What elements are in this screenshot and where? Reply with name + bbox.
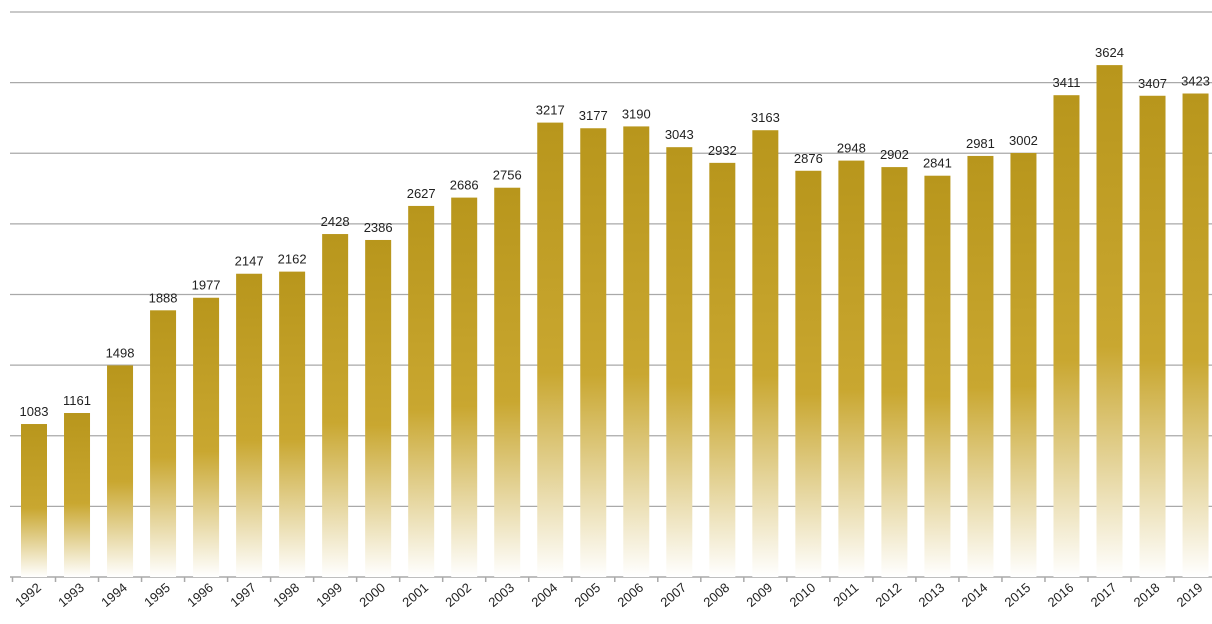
data-label-2002: 2686	[450, 178, 479, 193]
x-tick-label-2007: 2007	[657, 580, 689, 610]
x-tick-label-2009: 2009	[743, 580, 775, 610]
bar-2011	[838, 160, 865, 577]
x-tick-label-2019: 2019	[1174, 580, 1206, 610]
data-label-2018: 3407	[1138, 76, 1167, 91]
bar-2008	[709, 162, 736, 578]
x-tick-label-1993: 1993	[55, 580, 87, 610]
bar-2019	[1182, 93, 1209, 577]
data-label-2014: 2981	[966, 136, 995, 151]
data-label-1998: 2162	[278, 252, 307, 267]
data-label-1997: 2147	[235, 254, 264, 269]
bar-1994	[107, 365, 134, 577]
data-label-1993: 1161	[63, 393, 91, 408]
data-label-2012: 2902	[880, 147, 909, 162]
bar-2002	[451, 197, 478, 578]
data-label-2007: 3043	[665, 127, 694, 142]
x-tick-label-2018: 2018	[1131, 580, 1163, 610]
x-tick-label-1999: 1999	[313, 580, 345, 610]
x-tick-label-2006: 2006	[614, 580, 646, 610]
x-tick-label-1992: 1992	[12, 580, 44, 610]
bar-2013	[924, 175, 951, 578]
data-label-2016: 3411	[1052, 75, 1080, 90]
x-tick-label-2014: 2014	[959, 580, 991, 610]
bar-2000	[365, 239, 392, 578]
data-label-2000: 2386	[364, 220, 393, 235]
data-label-2009: 3163	[751, 110, 780, 125]
bar-2017	[1096, 65, 1123, 578]
bar-1992	[21, 424, 47, 577]
data-label-2019: 3423	[1181, 74, 1210, 89]
data-label-1996: 1977	[192, 278, 221, 293]
bar-1998	[279, 271, 306, 577]
bar-2009	[752, 130, 779, 577]
x-tick-label-2005: 2005	[571, 580, 603, 610]
bar-2007	[666, 147, 693, 577]
data-label-2017: 3624	[1095, 45, 1124, 60]
data-label-2013: 2841	[923, 156, 952, 171]
x-tick-label-2011: 2011	[830, 580, 861, 609]
bar-2004	[537, 122, 564, 577]
data-label-2003: 2756	[493, 168, 522, 183]
bar-2014	[967, 155, 994, 577]
data-label-2005: 3177	[579, 108, 608, 123]
bar-2006	[623, 126, 650, 577]
x-tick-label-2013: 2013	[916, 580, 948, 610]
bar-2016	[1053, 95, 1080, 577]
bar-1995	[150, 310, 177, 577]
x-axis-ticks: 1992 1993 1994 1995 1996 1997 1998 1999 2000 2001…	[11, 577, 1206, 610]
x-tick-label-2002: 2002	[442, 580, 474, 610]
x-tick-label-2003: 2003	[485, 580, 517, 610]
bar-2012	[881, 167, 908, 577]
data-label-1995: 1888	[149, 290, 178, 305]
data-label-2011: 2948	[837, 141, 866, 156]
data-label-1994: 1498	[106, 345, 135, 360]
bar-1997	[236, 273, 263, 577]
bar-2018	[1139, 95, 1166, 577]
x-tick-label-2008: 2008	[700, 580, 732, 610]
data-label-2008: 2932	[708, 143, 737, 158]
bar-1999	[322, 234, 349, 578]
data-label-2010: 2876	[794, 151, 823, 166]
data-label-1999: 2428	[321, 214, 350, 229]
bar-2003	[494, 187, 521, 577]
data-label-2004: 3217	[536, 103, 565, 118]
bar-2001	[408, 205, 435, 577]
data-labels: 1083 1161 1498 1888 1977 2147 2162 2428 2386 2627…	[20, 45, 1210, 419]
x-tick-label-1998: 1998	[270, 580, 302, 610]
x-tick-label-2012: 2012	[873, 580, 905, 610]
x-tick-label-2010: 2010	[786, 580, 818, 610]
x-tick-label-1997: 1997	[227, 580, 259, 610]
x-tick-label-1994: 1994	[98, 580, 130, 610]
x-tick-label-2000: 2000	[356, 580, 388, 610]
bar-2015	[1010, 152, 1037, 577]
data-label-2015: 3002	[1009, 133, 1038, 148]
x-tick-label-2015: 2015	[1002, 580, 1034, 610]
x-tick-label-2004: 2004	[528, 580, 560, 610]
x-tick-label-1996: 1996	[184, 580, 216, 610]
bar-2005	[580, 128, 607, 577]
bars	[21, 65, 1209, 578]
x-tick-label-1995: 1995	[141, 580, 173, 610]
data-label-2006: 3190	[622, 106, 651, 121]
x-tick-label-2017: 2017	[1088, 580, 1120, 610]
data-label-1992: 1083	[20, 404, 49, 419]
bar-1993	[64, 413, 91, 577]
bar-1996	[193, 297, 220, 577]
x-tick-label-2001: 2001	[399, 580, 431, 610]
data-label-2001: 2627	[407, 186, 436, 201]
x-tick-label-2016: 2016	[1045, 580, 1077, 610]
bar-2010	[795, 170, 822, 577]
